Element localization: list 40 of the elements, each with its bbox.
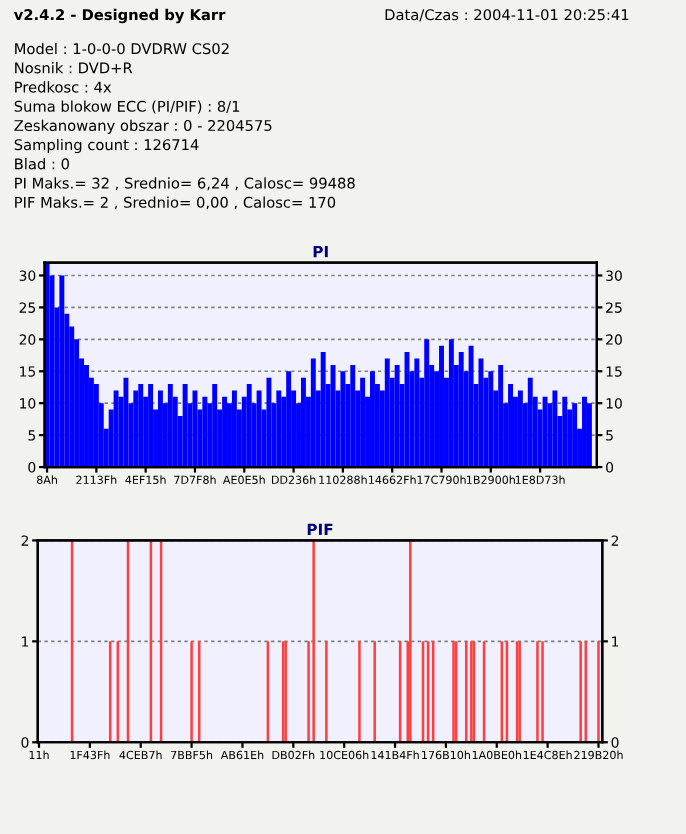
bar bbox=[133, 390, 139, 468]
bar bbox=[123, 377, 129, 468]
bar bbox=[300, 377, 306, 468]
bar bbox=[414, 358, 420, 468]
bar bbox=[286, 371, 292, 468]
bar bbox=[113, 390, 119, 468]
bar bbox=[586, 403, 592, 468]
bar bbox=[384, 358, 390, 468]
bar bbox=[527, 377, 533, 468]
bar bbox=[582, 396, 587, 468]
bar bbox=[246, 384, 252, 468]
bar bbox=[212, 384, 218, 468]
bar bbox=[488, 371, 494, 468]
bar bbox=[93, 384, 99, 468]
bar bbox=[448, 339, 454, 468]
bar bbox=[552, 390, 558, 468]
bar bbox=[276, 390, 282, 468]
bar bbox=[478, 358, 484, 468]
bar bbox=[310, 358, 316, 468]
bar bbox=[394, 364, 400, 468]
bar bbox=[167, 384, 173, 468]
bar bbox=[266, 377, 272, 468]
bar bbox=[572, 403, 578, 468]
bar bbox=[182, 384, 188, 468]
bar bbox=[498, 364, 504, 468]
bar bbox=[340, 371, 346, 468]
bar bbox=[320, 352, 326, 468]
bar bbox=[439, 345, 444, 468]
bar bbox=[562, 396, 568, 468]
bar bbox=[59, 275, 65, 468]
bar bbox=[148, 384, 154, 468]
bar bbox=[468, 345, 474, 468]
bar bbox=[350, 364, 356, 468]
bar bbox=[256, 390, 262, 468]
bar bbox=[138, 384, 144, 468]
bar bbox=[202, 396, 208, 468]
bar bbox=[458, 352, 464, 468]
bar bbox=[370, 371, 375, 468]
bar bbox=[424, 339, 430, 468]
bar bbox=[542, 396, 548, 468]
